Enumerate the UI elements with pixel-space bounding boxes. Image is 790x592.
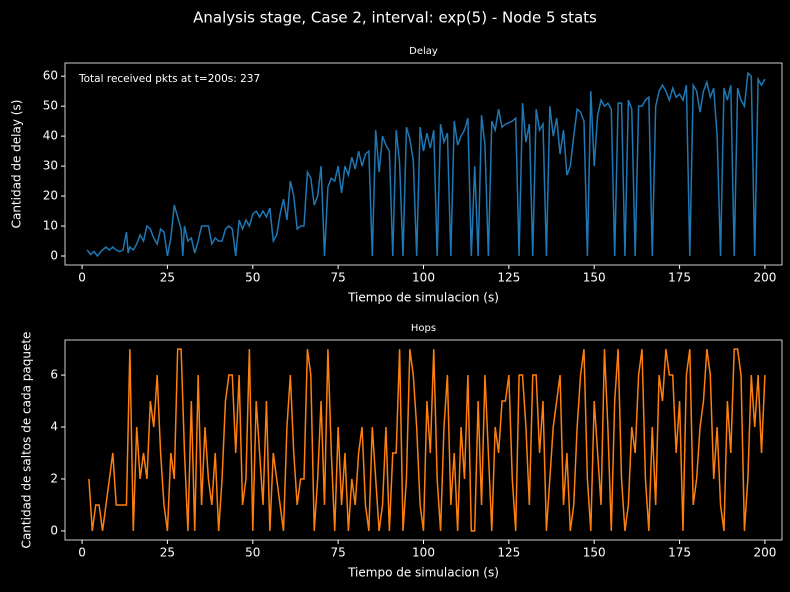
x-tick-label: 200 <box>753 271 776 285</box>
y-axis-label: Cantidad de saltos de cada paquete <box>20 332 34 549</box>
axes-frame <box>64 62 783 266</box>
figure-title: Analysis stage, Case 2, interval: exp(5)… <box>193 9 597 27</box>
y-tick-label: 20 <box>43 189 58 203</box>
x-tick-label: 100 <box>412 271 435 285</box>
x-tick-label: 0 <box>78 546 86 560</box>
x-tick-label: 50 <box>245 271 260 285</box>
x-tick-label: 125 <box>497 546 520 560</box>
y-tick-label: 60 <box>43 69 58 83</box>
x-tick-label: 75 <box>331 546 346 560</box>
x-tick-label: 175 <box>668 546 691 560</box>
x-tick-label: 100 <box>412 546 435 560</box>
x-tick-label: 25 <box>160 546 175 560</box>
y-tick-label: 0 <box>50 249 58 263</box>
data-line <box>86 71 766 258</box>
x-tick-label: 50 <box>245 546 260 560</box>
axes-frame <box>64 339 783 541</box>
y-tick-label: 2 <box>50 471 58 485</box>
x-tick-label: 150 <box>583 546 606 560</box>
y-axis-label: Cantidad de delay (s) <box>10 100 24 229</box>
x-tick-label: 0 <box>78 271 86 285</box>
x-axis-label: Tiempo de simulacion (s) <box>347 566 499 580</box>
y-tick-label: 0 <box>50 523 58 537</box>
x-tick-label: 150 <box>583 271 606 285</box>
x-tick-label: 75 <box>331 271 346 285</box>
data-line <box>88 348 766 532</box>
y-tick-label: 30 <box>43 159 58 173</box>
y-tick-label: 4 <box>50 420 58 434</box>
axes-title: Hops <box>411 323 436 334</box>
y-tick-label: 6 <box>50 368 58 382</box>
y-tick-label: 10 <box>43 219 58 233</box>
x-axis-label: Tiempo de simulacion (s) <box>347 291 499 305</box>
x-tick-label: 25 <box>160 271 175 285</box>
x-tick-label: 200 <box>753 546 776 560</box>
x-tick-label: 175 <box>668 271 691 285</box>
x-tick-label: 125 <box>497 271 520 285</box>
axes-title: Delay <box>409 46 438 57</box>
y-tick-label: 50 <box>43 99 58 113</box>
annotation: Total received pkts at t=200s: 237 <box>78 73 260 85</box>
y-tick-label: 40 <box>43 129 58 143</box>
